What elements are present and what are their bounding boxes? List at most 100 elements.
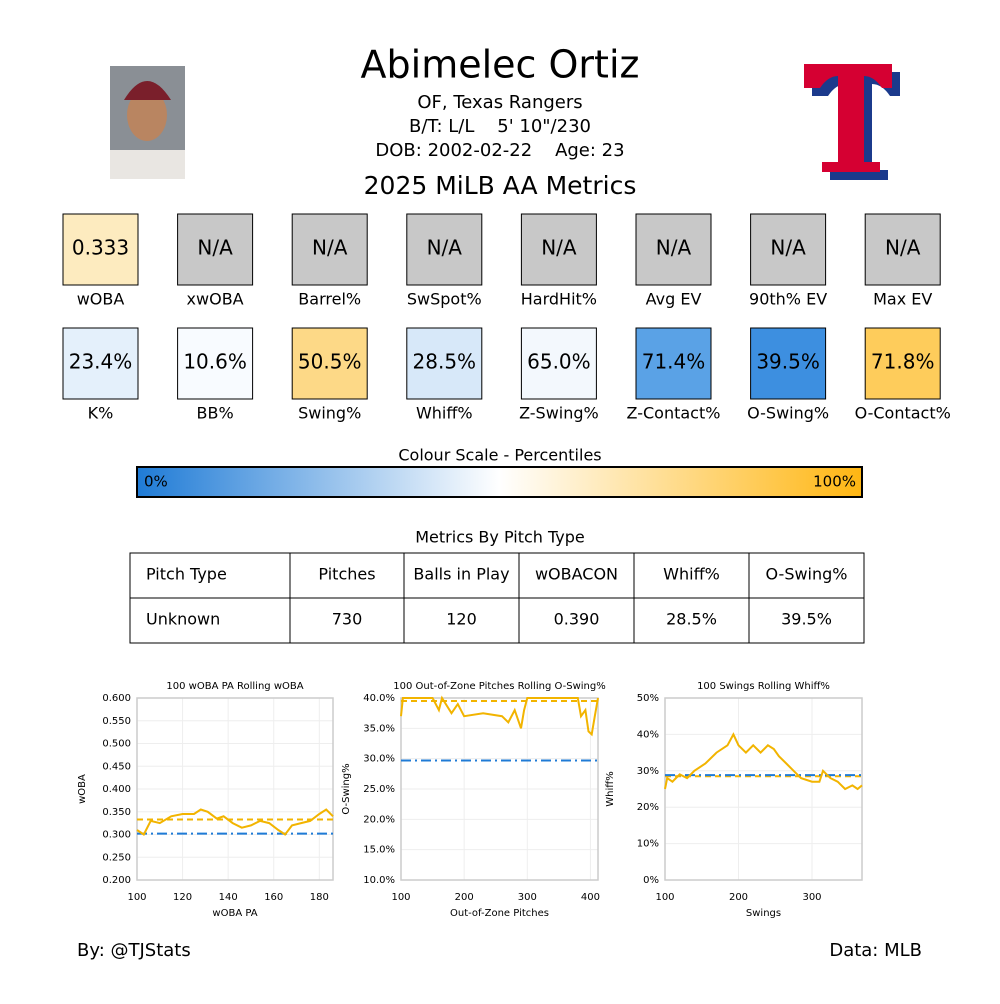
metric-value: N/A (656, 236, 692, 260)
position-team: OF, Texas Rangers (417, 92, 582, 113)
scale-title: Colour Scale - Percentiles (398, 446, 601, 465)
table-cell (748, 597, 865, 644)
table-header-cell (289, 552, 405, 599)
metric-label: Max EV (873, 290, 932, 309)
metric-tile (750, 213, 827, 286)
metric-label: O-Contact% (855, 404, 951, 423)
chart-title: 100 wOBA PA Rolling wOBA (166, 681, 303, 692)
chart-title: 100 Out-of-Zone Pitches Rolling O-Swing% (393, 681, 605, 692)
table-cell-text: 730 (332, 610, 363, 629)
metric-tile (291, 213, 368, 286)
series-line (400, 695, 599, 737)
metric-label: 90th% EV (749, 290, 827, 309)
table-header-cell (748, 552, 865, 599)
y-tick-label: 35.0% (363, 723, 395, 734)
scale-bar (136, 466, 863, 498)
byline: By: @TJStats (77, 940, 191, 961)
metric-label: HardHit% (521, 290, 597, 309)
metric-label: BB% (197, 404, 234, 423)
metric-value: 65.0% (527, 350, 591, 374)
table-cell (289, 597, 405, 644)
metric-tile (406, 213, 483, 286)
team-logo (804, 64, 900, 180)
y-tick-label: 15.0% (363, 845, 395, 856)
x-tick-label: 160 (264, 892, 283, 903)
chart-title: 100 Swings Rolling Whiff% (697, 681, 830, 692)
y-tick-label: 20.0% (363, 814, 395, 825)
metric-label: Swing% (298, 404, 361, 423)
metric-label: K% (88, 404, 114, 423)
dob-age: DOB: 2002-02-22 Age: 23 (375, 140, 624, 161)
y-tick-label: 0.450 (102, 761, 131, 772)
metric-tile (520, 213, 597, 286)
table-cell (403, 597, 520, 644)
metric-value: 50.5% (298, 350, 362, 374)
metrics-title: 2025 MiLB AA Metrics (364, 171, 637, 200)
table-header-text: O-Swing% (766, 565, 848, 584)
table-cell-text: 28.5% (666, 610, 717, 629)
metric-value: N/A (197, 236, 233, 260)
metric-value: 71.8% (871, 350, 935, 374)
metric-label: Z-Contact% (627, 404, 721, 423)
metric-label: xwOBA (187, 290, 244, 309)
y-tick-label: 20% (637, 802, 659, 813)
table-cell-text: Unknown (146, 610, 220, 629)
metric-value: 28.5% (413, 350, 477, 374)
y-tick-label: 0.350 (102, 807, 131, 818)
table-title: Metrics By Pitch Type (415, 528, 584, 547)
metric-label: Avg EV (646, 290, 702, 309)
y-tick-label: 0.300 (102, 830, 131, 841)
source: Data: MLB (829, 940, 922, 961)
y-axis-label: wOBA (77, 774, 88, 804)
metric-tile (750, 327, 827, 400)
y-tick-label: 50% (637, 693, 659, 704)
y-tick-label: 40% (637, 729, 659, 740)
metric-value: 0.333 (72, 236, 129, 260)
x-tick-label: 300 (518, 892, 537, 903)
x-axis-label: wOBA PA (212, 908, 257, 919)
table-cell-text: 0.390 (554, 610, 600, 629)
plot-frame (400, 697, 599, 881)
metric-value: N/A (541, 236, 577, 260)
table-cell (518, 597, 635, 644)
y-tick-label: 0.500 (102, 739, 131, 750)
table-header-text: Pitch Type (146, 565, 227, 584)
metric-label: Z-Swing% (519, 404, 599, 423)
series-line (664, 732, 863, 791)
metric-value: N/A (770, 236, 806, 260)
metric-value: N/A (885, 236, 921, 260)
table-header-cell (129, 552, 291, 599)
x-tick-label: 140 (219, 892, 238, 903)
x-tick-label: 200 (729, 892, 748, 903)
metric-tile (177, 213, 254, 286)
metric-value: 71.4% (642, 350, 706, 374)
plot-frame (136, 697, 334, 881)
y-tick-label: 10.0% (363, 875, 395, 886)
table-cell (129, 597, 291, 644)
y-tick-label: 30% (637, 766, 659, 777)
metric-label: SwSpot% (407, 290, 482, 309)
y-tick-label: 25.0% (363, 784, 395, 795)
x-tick-label: 100 (391, 892, 410, 903)
metric-label: wOBA (77, 290, 125, 309)
metric-tile (864, 213, 941, 286)
x-tick-label: 100 (127, 892, 146, 903)
metric-label: Barrel% (298, 290, 361, 309)
metric-value: 10.6% (183, 350, 247, 374)
y-tick-label: 30.0% (363, 754, 395, 765)
x-tick-label: 200 (455, 892, 474, 903)
x-tick-label: 300 (802, 892, 821, 903)
table-header-cell (403, 552, 520, 599)
table-header-text: wOBACON (535, 565, 618, 584)
metric-tile (635, 213, 712, 286)
y-tick-label: 0.600 (102, 693, 131, 704)
y-tick-label: 0.550 (102, 716, 131, 727)
plot-frame (664, 697, 863, 881)
y-axis-label: Whiff% (605, 771, 616, 806)
table-header-text: Pitches (318, 565, 375, 584)
metric-tile (864, 327, 941, 400)
y-tick-label: 10% (637, 839, 659, 850)
table-header-text: Whiff% (663, 565, 720, 584)
table-cell-text: 39.5% (781, 610, 832, 629)
